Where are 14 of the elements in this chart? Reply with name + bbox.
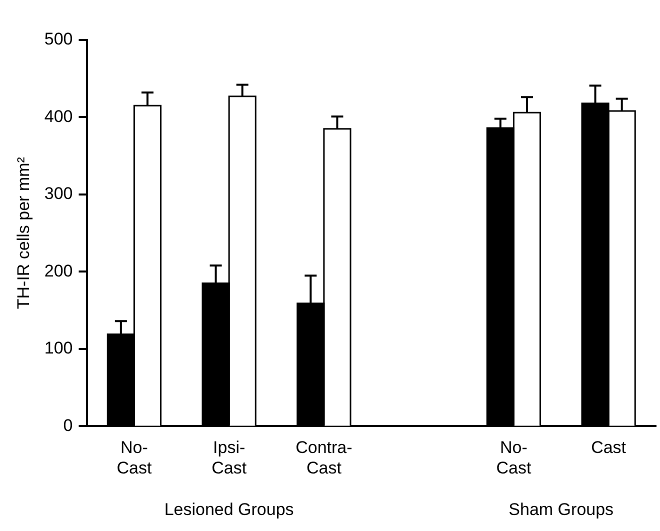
x-tick-label: No- Cast xyxy=(116,438,152,478)
x-tick-label: Contra- Cast xyxy=(296,438,352,478)
y-tick-label: 400 xyxy=(44,106,73,126)
y-tick-label: 200 xyxy=(44,261,73,280)
y-axis-title: TH-IR cells per mm² xyxy=(14,156,33,310)
x-tick-label: Cast xyxy=(591,438,626,458)
text: Sham Groups xyxy=(508,500,614,520)
y-tick-label: 0 xyxy=(63,416,73,435)
y-tick-label: 500 xyxy=(44,30,73,49)
text: Lesioned Groups xyxy=(164,500,294,520)
x-tick-label: Ipsi- Cast xyxy=(212,438,247,478)
x-tick-label: No- Cast xyxy=(496,438,532,478)
y-tick-label: 300 xyxy=(44,184,73,204)
y-tick-label: 100 xyxy=(44,338,73,358)
